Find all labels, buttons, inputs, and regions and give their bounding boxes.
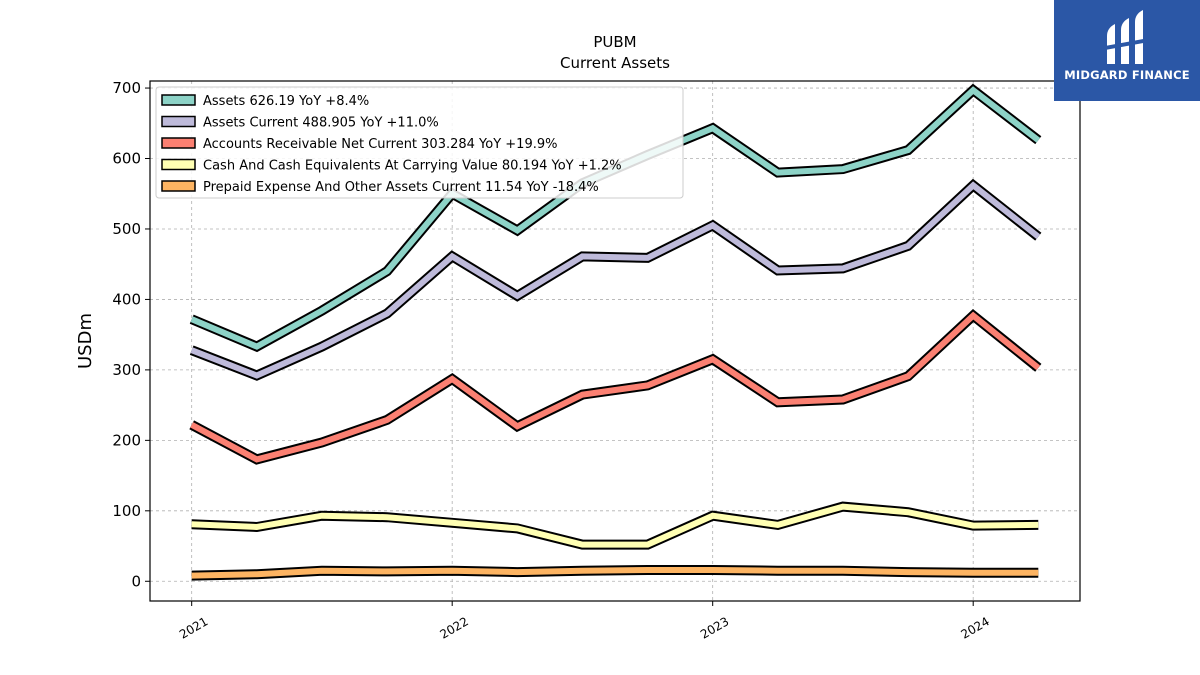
series-line [190,311,1041,463]
brand-logo: MIDGARD FINANCE [1054,0,1200,101]
legend-label: Assets 626.19 YoY +8.4% [203,94,369,109]
midgard-logo-icon [1105,10,1149,64]
plot-frame [149,80,1081,602]
legend-label: Assets Current 488.905 YoY +11.0% [203,116,439,131]
series-line [191,503,1039,548]
y-tick-label: 200 [112,431,141,449]
y-tick-label: 500 [112,220,141,238]
chart-subtitle: Current Assets [560,54,670,72]
y-tick-label: 600 [112,150,141,168]
x-tick-label: 2024 [958,614,991,641]
y-tick-label: 700 [112,79,141,97]
legend-label: Accounts Receivable Net Current 303.284 … [203,137,558,152]
brand-name: MIDGARD FINANCE [1064,68,1190,82]
y-axis-label: USDm [75,313,96,369]
x-tick-label: 2022 [437,614,470,641]
legend-swatch [161,137,196,149]
x-tick-label: 2021 [177,614,210,641]
y-tick-label: 0 [131,572,141,590]
series-line [191,567,1039,579]
y-axis: 0 100 200 300 400 500 600 700 [112,79,150,590]
legend-swatch [161,115,196,128]
chart-title: PUBM [593,33,636,51]
legend-swatch [161,180,196,192]
legend-label: Prepaid Expense And Other Assets Current… [203,180,599,195]
x-tick-label: 2023 [698,614,731,641]
legend-swatch [161,158,196,171]
legend-frame [155,86,684,199]
legend: Assets 626.19 YoY +8.4% Assets Current 48… [155,86,684,199]
y-tick-label: 300 [112,361,141,379]
y-tick-label: 100 [112,502,141,520]
y-tick-label: 400 [112,290,141,308]
series-line [190,181,1041,379]
legend-swatch [161,94,196,106]
x-axis: 2021 2022 2023 2024 [177,601,992,642]
legend-label: Cash And Cash Equivalents At Carrying Va… [203,159,622,174]
